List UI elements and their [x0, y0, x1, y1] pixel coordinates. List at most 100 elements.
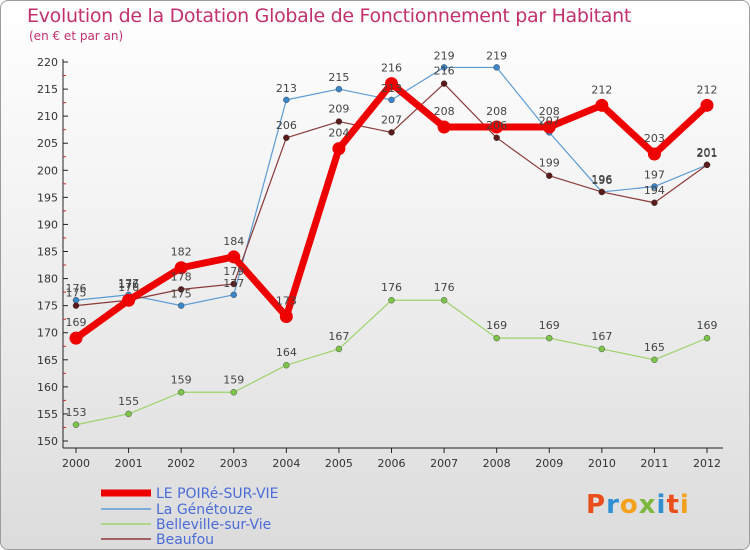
- data-point: [177, 302, 185, 309]
- chart-title: Evolution de la Dotation Globale de Fonc…: [27, 5, 632, 27]
- logo-letter: i: [679, 490, 690, 520]
- data-point: [546, 172, 553, 179]
- data-label: 207: [539, 114, 560, 127]
- data-label: 206: [486, 119, 507, 132]
- data-label: 165: [644, 341, 665, 354]
- data-label: 213: [276, 82, 297, 95]
- data-label: 213: [381, 82, 402, 95]
- data-label: 219: [434, 49, 455, 62]
- legend-label: Belleville-sur-Vie: [156, 517, 271, 533]
- data-point: [230, 291, 237, 299]
- data-label: 164: [276, 346, 297, 359]
- data-label: 176: [118, 278, 139, 291]
- data-point: [230, 389, 237, 396]
- data-label: 176: [434, 281, 455, 294]
- data-label: 199: [539, 157, 560, 170]
- data-label: 169: [539, 319, 560, 332]
- data-point: [490, 120, 504, 134]
- chart-subtitle: (en € et par an): [29, 29, 124, 43]
- data-label: 175: [171, 288, 192, 301]
- data-point: [388, 129, 395, 136]
- x-tick-label: 2006: [378, 457, 406, 470]
- data-point: [651, 356, 658, 363]
- y-tick-label: 190: [37, 218, 58, 231]
- data-point: [388, 297, 395, 304]
- data-label: 206: [276, 119, 297, 132]
- data-point: [647, 147, 661, 161]
- y-tick-label: 215: [37, 83, 58, 96]
- data-point: [335, 85, 343, 93]
- data-label: 209: [328, 103, 349, 116]
- data-label: 159: [223, 373, 244, 386]
- data-label: 208: [486, 105, 507, 118]
- x-tick-label: 2011: [640, 457, 668, 470]
- data-point: [122, 293, 136, 307]
- y-tick-label: 175: [37, 300, 58, 313]
- data-point: [230, 280, 237, 288]
- logo-letter: x: [638, 490, 657, 520]
- data-point: [279, 309, 293, 323]
- x-tick-label: 2007: [430, 457, 458, 470]
- y-tick-label: 155: [37, 408, 58, 421]
- proxiti-logo: Proxiti: [586, 490, 690, 520]
- data-label: 215: [328, 71, 349, 84]
- data-label: 177: [223, 277, 244, 290]
- data-point: [493, 134, 500, 142]
- data-point: [542, 120, 556, 134]
- data-label: 194: [644, 184, 665, 197]
- data-point: [546, 334, 553, 342]
- y-tick-label: 210: [37, 110, 58, 123]
- data-label: 177: [118, 277, 139, 290]
- data-label: 175: [66, 287, 87, 300]
- data-label: 197: [644, 169, 665, 182]
- data-label: 159: [171, 373, 192, 386]
- data-point: [283, 96, 290, 104]
- data-label: 169: [486, 319, 507, 332]
- data-label: 196: [591, 174, 612, 187]
- data-point: [227, 250, 241, 264]
- data-point: [437, 120, 451, 134]
- data-point: [703, 334, 711, 342]
- y-tick-label: 170: [37, 327, 58, 340]
- y-tick-label: 185: [37, 246, 58, 259]
- data-point: [177, 389, 185, 396]
- data-point: [388, 96, 395, 104]
- data-label: 179: [223, 265, 244, 278]
- x-tick-label: 2012: [693, 457, 721, 470]
- data-point: [700, 98, 714, 112]
- data-label: 196: [591, 173, 612, 186]
- x-tick-label: 2002: [167, 457, 195, 470]
- y-tick-label: 180: [37, 273, 58, 286]
- x-tick-label: 2004: [272, 457, 300, 470]
- data-point: [69, 331, 83, 345]
- legend-label: LE POIRé-SUR-VIE: [156, 486, 279, 502]
- legend-label: Beaufou: [156, 532, 214, 548]
- data-point: [177, 286, 185, 293]
- x-tick-label: 2001: [115, 457, 143, 470]
- data-point: [703, 161, 711, 169]
- data-label: 153: [66, 406, 87, 419]
- data-label: 176: [381, 281, 402, 294]
- data-point: [440, 297, 448, 304]
- data-label: 203: [644, 132, 665, 145]
- data-label: 173: [276, 294, 297, 307]
- x-tick-label: 2010: [588, 457, 616, 470]
- data-point: [598, 188, 606, 196]
- data-label: 207: [381, 113, 402, 126]
- x-tick-label: 2009: [535, 457, 563, 470]
- x-tick-label: 2003: [220, 457, 248, 470]
- series-line-Belleville-sur-Vie: [75, 299, 708, 426]
- data-label: 176: [66, 282, 87, 295]
- data-point: [125, 410, 132, 418]
- data-label: 204: [328, 127, 349, 140]
- x-tick-label: 2008: [483, 457, 511, 470]
- data-point: [72, 421, 80, 428]
- data-point: [493, 64, 500, 71]
- data-label: 176: [118, 281, 139, 294]
- data-point: [493, 334, 500, 342]
- data-point: [595, 98, 609, 112]
- data-point: [385, 77, 398, 91]
- data-point: [283, 134, 290, 142]
- data-point: [72, 302, 80, 309]
